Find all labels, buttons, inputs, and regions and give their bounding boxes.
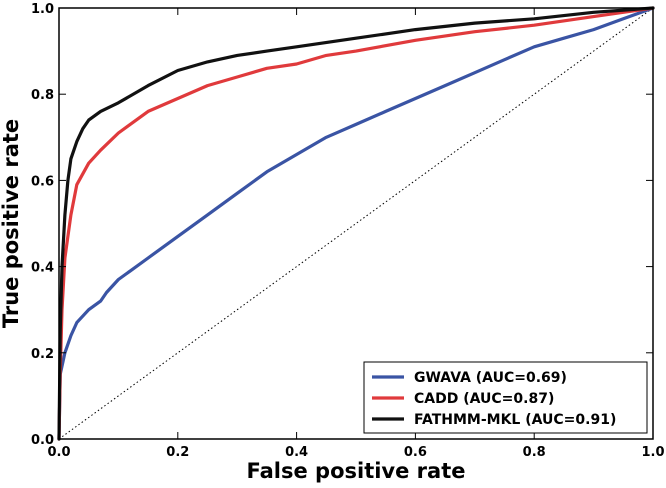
plot-frame [58, 7, 654, 440]
y-tick-label: 1.0 [31, 2, 54, 17]
legend: GWAVA (AUC=0.69) CADD (AUC=0.87) FATHMM-MK… [363, 361, 648, 434]
x-tick-label: 0.4 [285, 445, 308, 460]
x-tick-label: 0.8 [523, 445, 546, 460]
x-axis-label: False positive rate [247, 459, 466, 483]
series-line-gwava [57, 6, 655, 441]
series-line-cadd [57, 6, 655, 441]
series-line-fathmm-mkl [57, 6, 655, 441]
x-tick-label: 1.0 [641, 445, 664, 460]
y-tick-label: 0.6 [31, 174, 54, 189]
x-tick-label: 0.0 [47, 445, 70, 460]
legend-label: FATHMM-MKL (AUC=0.91) [414, 412, 616, 428]
y-axis-label: True positive rate [0, 119, 23, 328]
legend-label: GWAVA (AUC=0.69) [414, 370, 567, 386]
legend-label: CADD (AUC=0.87) [414, 391, 554, 407]
y-tick-label: 0.0 [31, 433, 54, 448]
y-tick-label: 0.2 [31, 347, 54, 362]
x-tick-label: 0.6 [404, 445, 427, 460]
legend-box [363, 361, 648, 434]
x-tick-label: 0.2 [166, 445, 189, 460]
y-tick-label: 0.4 [31, 261, 54, 276]
y-tick-label: 0.8 [31, 88, 54, 103]
